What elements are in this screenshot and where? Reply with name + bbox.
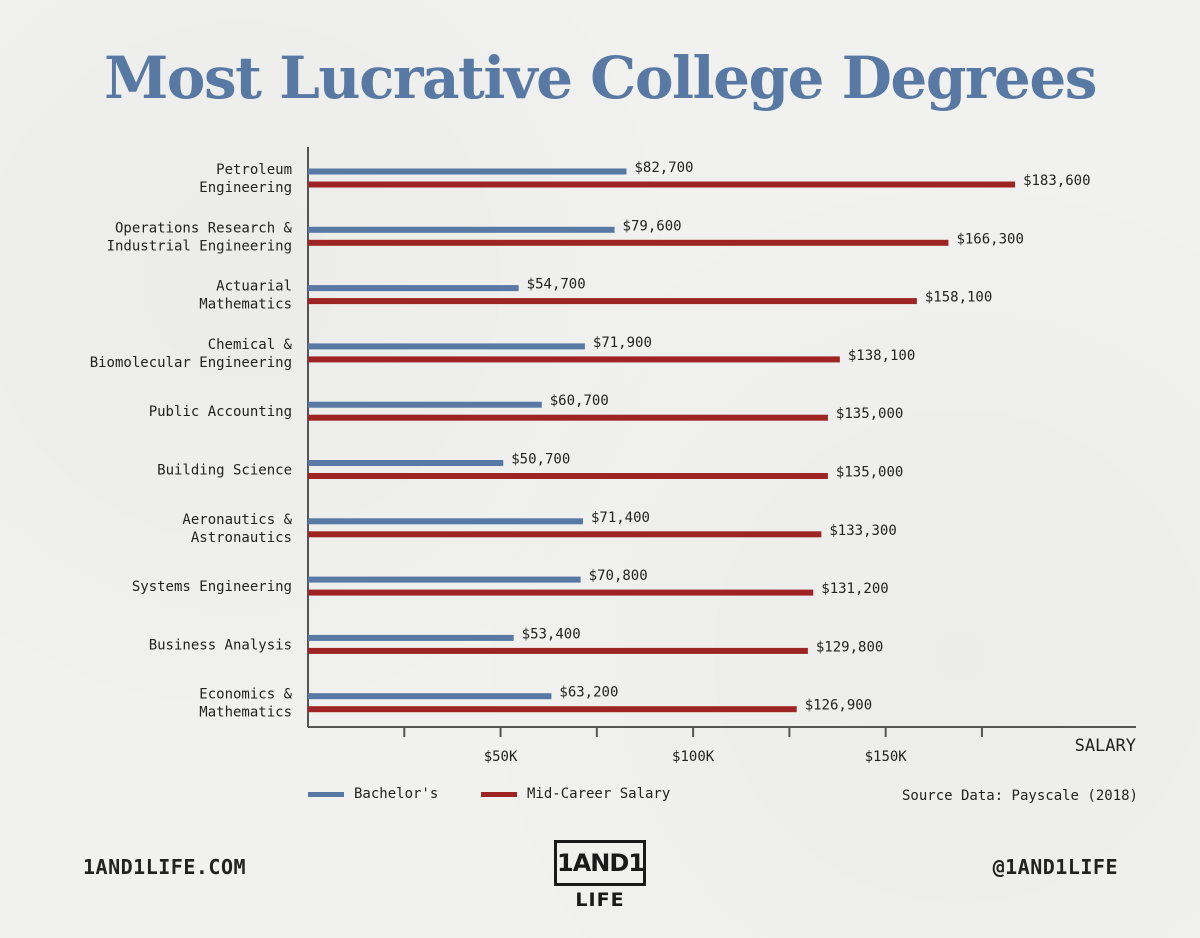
value-label-midcareer: $126,900 (805, 698, 872, 714)
value-label-midcareer: $129,800 (816, 639, 883, 655)
category-label: Public Accounting (149, 404, 292, 420)
value-label-midcareer: $133,300 (829, 523, 896, 539)
value-label-midcareer: $183,600 (1023, 173, 1090, 189)
value-label-bachelors: $63,200 (559, 685, 618, 701)
legend-label-bachelors: Bachelor's (354, 786, 439, 802)
bar-midcareer (308, 239, 949, 246)
social-handle[interactable]: @1AND1LIFE (992, 855, 1118, 879)
bar-midcareer (308, 414, 828, 421)
value-label-midcareer: $135,000 (836, 406, 903, 422)
value-label-bachelors: $79,600 (623, 218, 682, 234)
value-label-bachelors: $71,400 (591, 510, 650, 526)
x-tick-label: $150K (865, 749, 908, 765)
x-tick-label: $100K (672, 749, 715, 765)
bar-midcareer (308, 356, 840, 363)
logo-mark: 1AND1 (554, 840, 646, 886)
legend-swatch-bachelors (308, 791, 344, 797)
category-label: Actuarial Mathematics (199, 279, 292, 313)
x-axis-title: SALARY (1075, 736, 1136, 756)
category-label: Business Analysis (149, 637, 292, 653)
bar-midcareer (308, 298, 917, 305)
bar-bachelors (308, 693, 552, 700)
bar-bachelors (308, 518, 583, 525)
bar-bachelors (308, 285, 519, 292)
bar-bachelors (308, 576, 581, 583)
value-label-bachelors: $60,700 (550, 393, 609, 409)
chart-title: Most Lucrative College Degrees (104, 44, 1097, 112)
brand-logo: 1AND1 LIFE (554, 840, 646, 911)
legend-item-bachelors: Bachelor's (308, 786, 438, 802)
website-link[interactable]: 1AND1LIFE.COM (83, 855, 247, 879)
bar-bachelors (308, 226, 615, 233)
category-label: Building Science (157, 463, 292, 479)
category-label: Systems Engineering (132, 579, 292, 595)
bar-midcareer (308, 181, 1016, 188)
value-label-bachelors: $53,400 (522, 626, 581, 642)
logo-text: LIFE (575, 889, 625, 911)
value-label-midcareer: $166,300 (956, 231, 1023, 247)
bar-bachelors (308, 634, 514, 641)
category-label: Aeronautics & Astronautics (182, 512, 292, 546)
source-note: Source Data: Payscale (2018) (901, 788, 1138, 804)
category-label: Operations Research & Industrial Engineer… (107, 220, 293, 254)
x-tick-label: $50K (484, 749, 518, 765)
bar-midcareer (308, 531, 822, 538)
bar-midcareer (308, 473, 828, 479)
value-label-bachelors: $54,700 (527, 277, 586, 293)
bar-midcareer (308, 589, 814, 596)
value-label-midcareer: $135,000 (836, 465, 903, 481)
value-label-midcareer: $138,100 (848, 348, 915, 364)
bar-midcareer (308, 647, 808, 654)
bar-bachelors (308, 168, 627, 175)
value-label-bachelors: $71,900 (593, 335, 652, 351)
value-label-midcareer: $158,100 (925, 290, 992, 306)
value-label-bachelors: $50,700 (511, 452, 570, 468)
value-label-bachelors: $70,800 (589, 568, 648, 584)
value-label-bachelors: $82,700 (634, 160, 693, 176)
legend-item-midcareer: Mid-Career Salary (481, 786, 670, 802)
category-label: Chemical & Biomolecular Engineering (90, 337, 293, 371)
category-label: Economics & Mathematics (199, 687, 292, 721)
bar-midcareer (308, 706, 797, 713)
value-label-midcareer: $131,200 (821, 581, 888, 597)
bar-bachelors (308, 460, 504, 466)
category-label: Petroleum Engineering (199, 162, 292, 196)
bar-bachelors (308, 401, 542, 408)
bar-bachelors (308, 343, 585, 350)
legend-label-midcareer: Mid-Career Salary (527, 786, 671, 802)
legend-swatch-midcareer (481, 791, 517, 797)
